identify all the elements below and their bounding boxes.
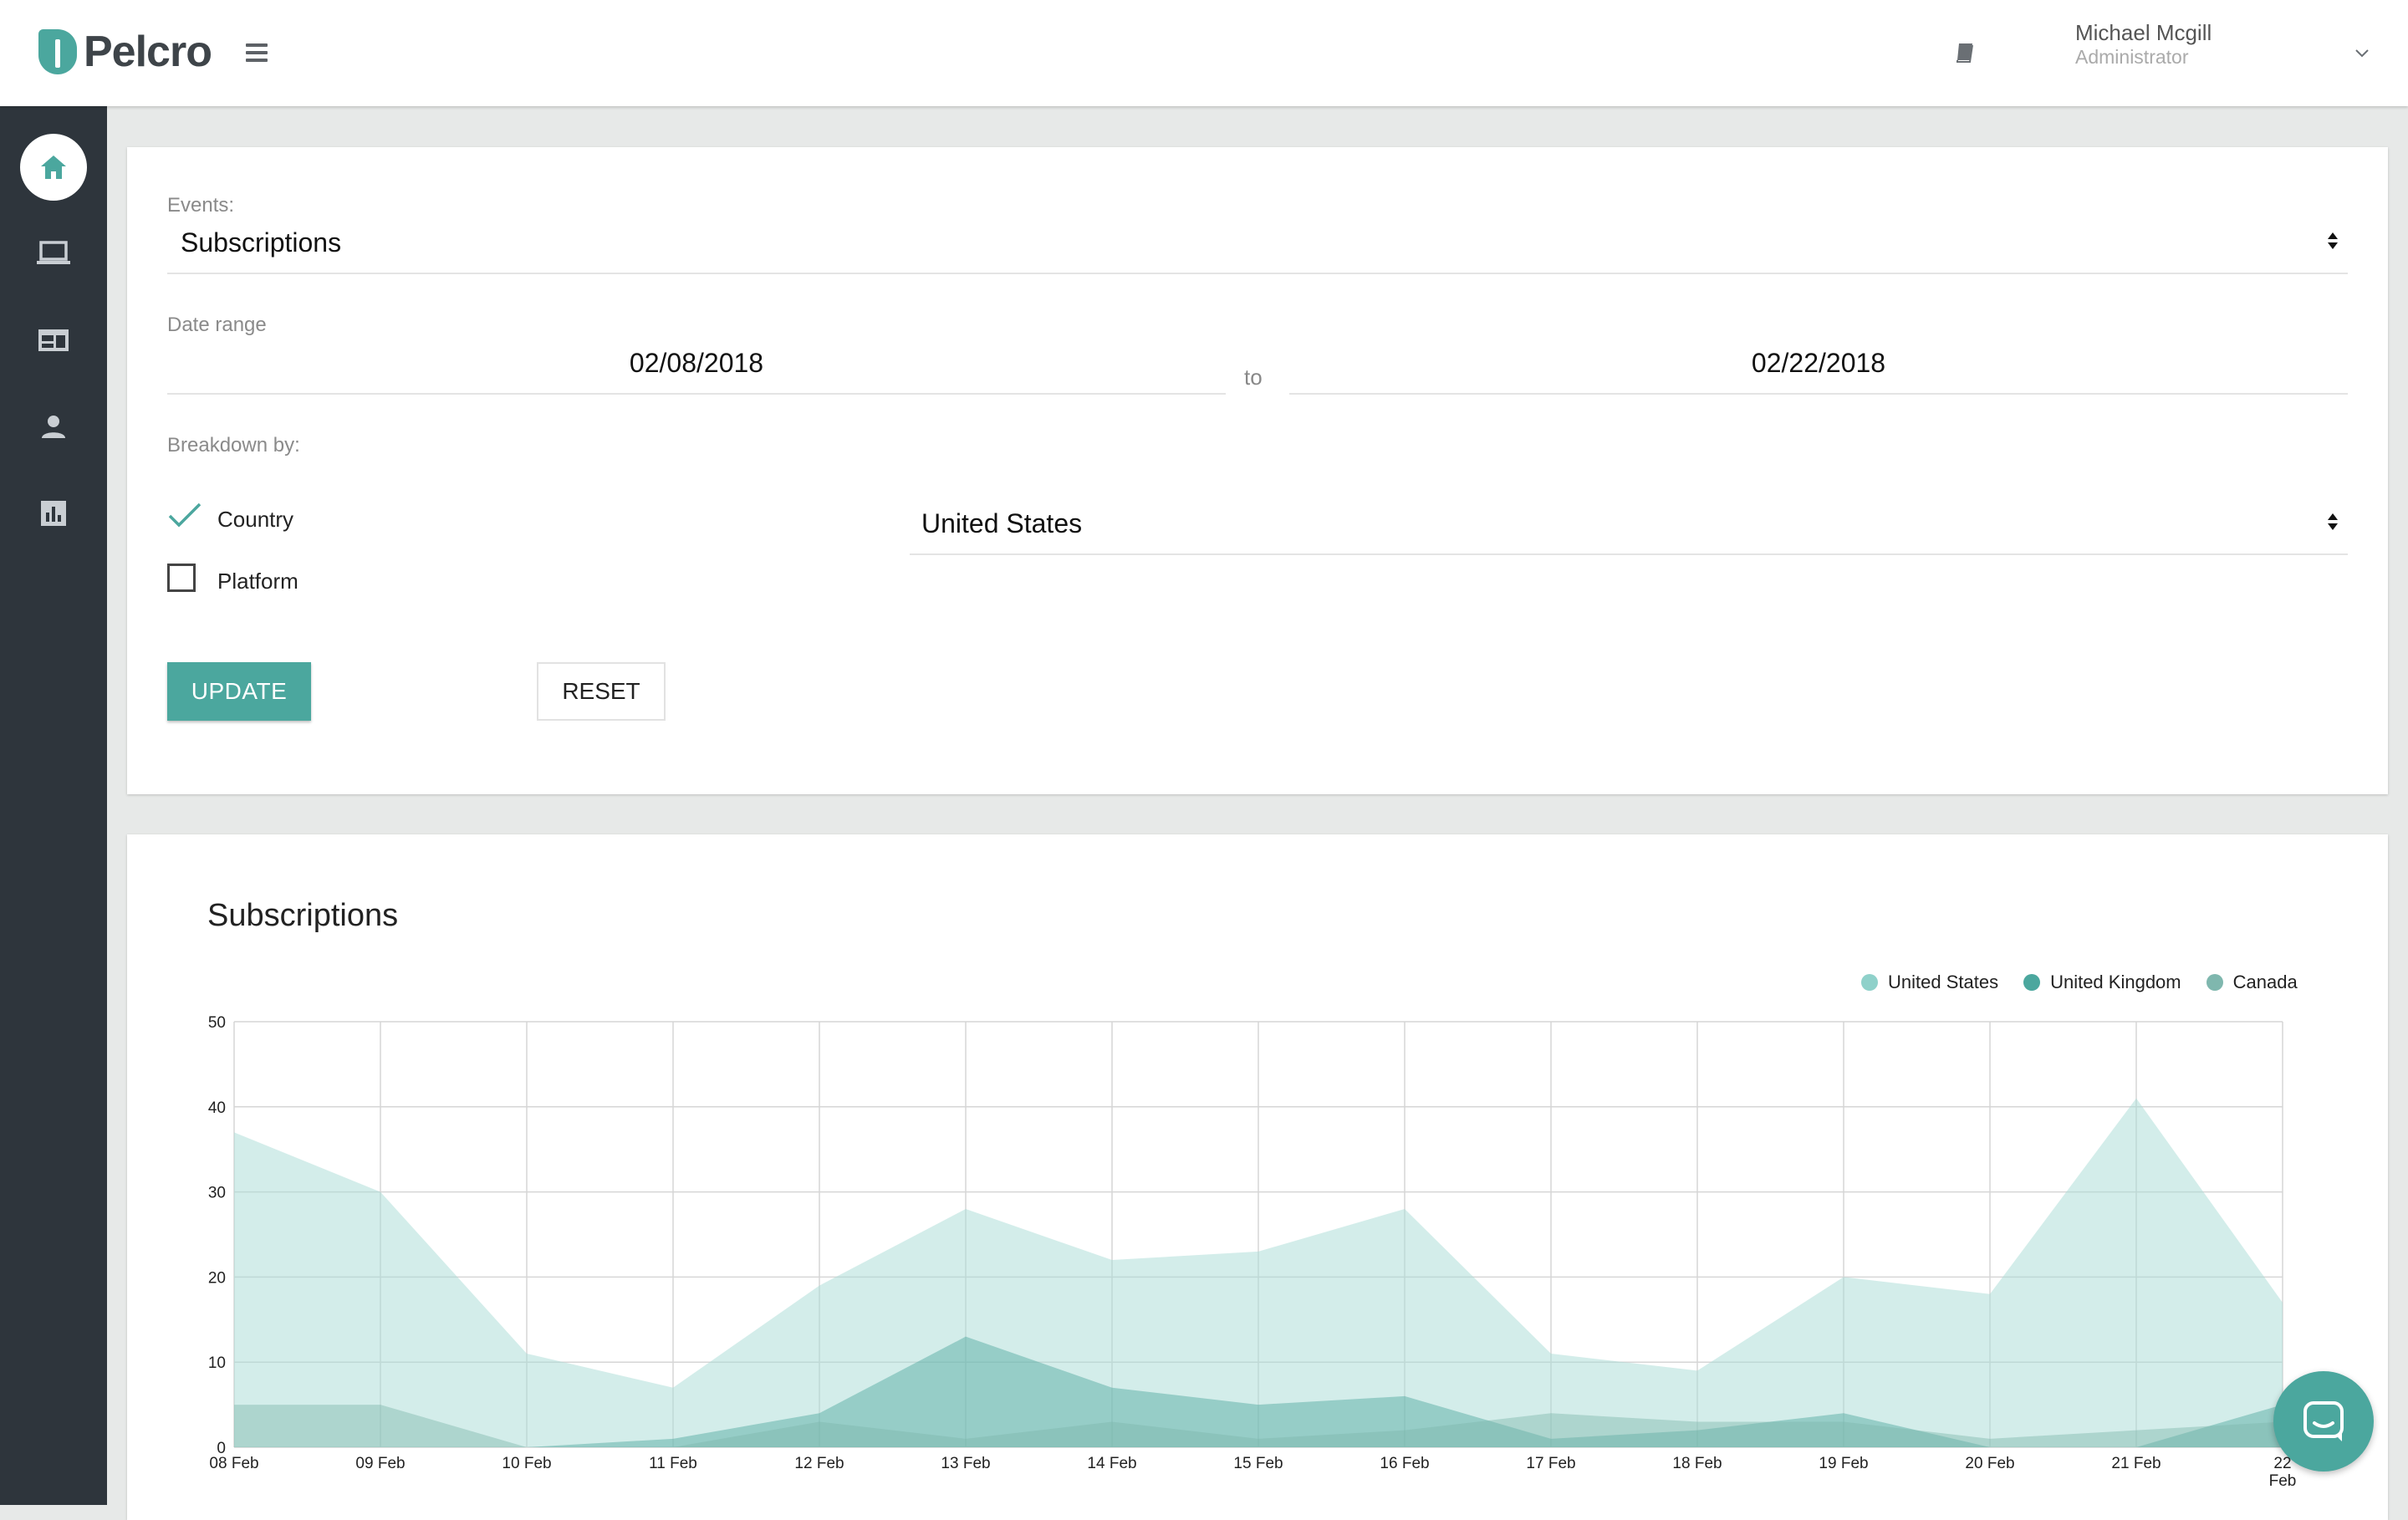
x-tick-label: 19 Feb [1819,1455,1868,1472]
country-checkbox-label[interactable]: Country [217,507,294,532]
sidebar-item-layout[interactable] [20,307,87,374]
sidebar-item-laptop[interactable] [20,220,87,287]
x-tick-label: 08 Feb [209,1455,258,1472]
y-tick-label: 30 [208,1185,226,1202]
y-tick-label: 50 [208,1014,226,1032]
x-tick-label: 17 Feb [1526,1455,1575,1472]
logo-mark-icon [38,29,77,74]
date-range-label: Date range [167,314,267,336]
filter-card: Events: Subscriptions Date range 02/08/2… [127,147,2388,794]
brand-logo[interactable]: Pelcro [38,28,212,76]
date-from-underline [167,393,1226,395]
x-tick-label: 18 Feb [1672,1455,1722,1472]
chart-legend: United States United Kingdom Canada [1861,970,2298,995]
country-select[interactable]: United States [921,508,1083,538]
y-tick-label: 40 [208,1099,226,1117]
sidebar-item-users[interactable] [20,393,87,460]
reset-button[interactable]: RESET [537,662,666,721]
platform-checkbox-label[interactable]: Platform [217,569,298,594]
update-button[interactable]: UPDATE [167,662,311,721]
x-tick-label: 14 Feb [1087,1455,1136,1472]
layout-icon [38,329,69,351]
home-icon [41,156,66,179]
x-tick-label: 12 Feb [794,1455,844,1472]
y-tick-label: 20 [208,1269,226,1287]
user-name[interactable]: Michael Mcgill [2075,20,2212,45]
x-tick-label: 13 Feb [941,1455,990,1472]
legend-item-ca[interactable]: Canada [2206,972,2298,993]
chart-icon [41,501,66,526]
legend-label: United States [1888,972,1999,992]
legend-item-us[interactable]: United States [1861,972,1998,993]
date-from-input[interactable]: 02/08/2018 [629,348,764,378]
x-tick-label: 15 Feb [1233,1455,1283,1472]
events-label: Events: [167,194,235,217]
legend-dot [1861,974,1878,991]
top-bar: Pelcro Michael Mcgill Administrator [0,0,2408,106]
date-to-label: to [1244,365,1263,390]
chevron-down-icon[interactable] [2354,47,2370,59]
select-arrows-icon[interactable] [2326,512,2339,532]
x-tick-label: 09 Feb [355,1455,405,1472]
sidebar-item-home[interactable] [20,134,87,201]
legend-label: Canada [2232,972,2298,992]
sidebar-item-reports[interactable] [20,480,87,547]
chart-card: Subscriptions United States United Kingd… [127,834,2388,1520]
chart-title: Subscriptions [207,898,399,933]
y-tick-label: 10 [208,1354,226,1372]
x-tick-label: 11 Feb [649,1455,697,1472]
book-icon[interactable] [1955,42,1975,64]
x-tick-label: 10 Feb [502,1455,551,1472]
events-select[interactable]: Subscriptions [181,227,342,258]
y-tick-label: 0 [217,1440,226,1457]
series-area-united-states [234,1098,2283,1447]
person-icon [42,416,65,438]
platform-checkbox[interactable] [167,564,196,592]
x-tick-label: 21 Feb [2111,1455,2161,1472]
x-tick-label: Feb [2269,1472,2297,1490]
legend-dot [2206,974,2223,991]
x-tick-label: 16 Feb [1380,1455,1429,1472]
legend-dot [2023,974,2041,991]
x-tick-label: 20 Feb [1965,1455,2014,1472]
chat-icon [2303,1401,2344,1441]
legend-label: United Kingdom [2050,972,2181,992]
date-to-underline [1289,393,2348,395]
brand-name: Pelcro [84,28,212,76]
events-underline [167,273,2348,274]
date-to-input[interactable]: 02/22/2018 [1751,348,1886,378]
laptop-icon [37,241,70,264]
checkmark-icon[interactable] [167,502,202,528]
country-underline [910,553,2348,555]
chat-launcher-button[interactable] [2273,1371,2374,1472]
x-tick-label: 22 [2273,1455,2291,1472]
select-arrows-icon[interactable] [2326,231,2339,251]
legend-item-uk[interactable]: United Kingdom [2023,972,2181,993]
menu-icon[interactable] [246,43,268,62]
breakdown-label: Breakdown by: [167,434,300,457]
user-role: Administrator [2075,46,2189,68]
sidebar [0,106,107,1505]
subscriptions-chart: 0 10 20 30 40 50 08 Feb 09 Feb 10 Feb 11 Feb 12 Fe… [208,1014,2297,1490]
series-area-united-kingdom [234,1336,2283,1447]
series-area-canada [234,1405,2283,1447]
